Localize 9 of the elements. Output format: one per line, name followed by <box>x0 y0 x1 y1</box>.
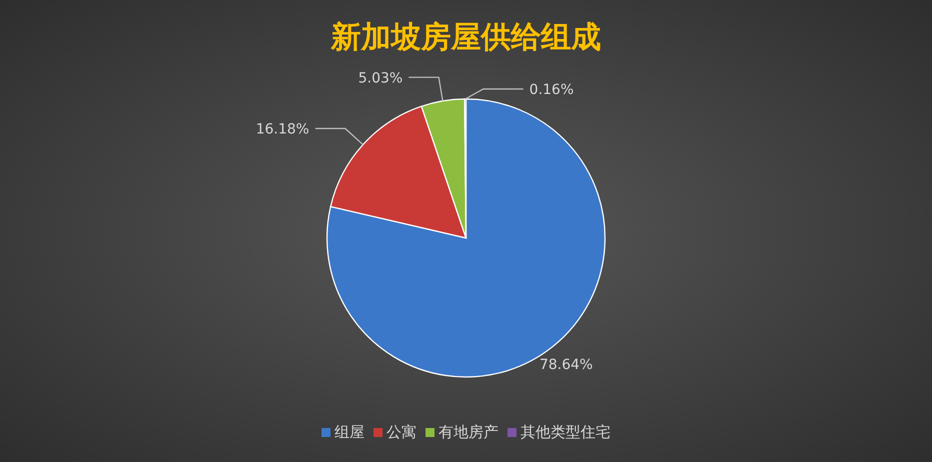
chart-title: 新加坡房屋供给组成 <box>330 20 601 55</box>
slice-label: 组屋 <box>334 423 364 441</box>
data-label: 5.03% <box>358 70 403 86</box>
data-label: 16.18% <box>256 122 310 138</box>
data-label: 78.64% <box>539 357 593 374</box>
legend-label: 有地房产 <box>438 423 498 441</box>
legend-label: 其他类型住宅 <box>520 423 610 441</box>
data-label: 0.16% <box>529 82 574 98</box>
legend-label: 公寓 <box>386 423 416 441</box>
